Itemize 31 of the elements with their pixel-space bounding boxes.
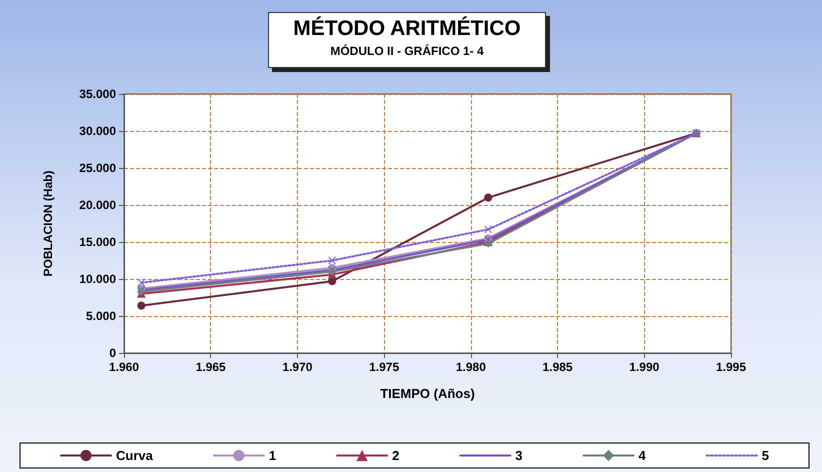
y-tick-label: 35.000: [79, 87, 116, 101]
x-axis-title: TIEMPO (Años): [380, 386, 475, 401]
chart-subtitle: MÓDULO II - GRÁFICO 1- 4: [329, 44, 485, 58]
point: [484, 194, 492, 202]
point: [484, 225, 492, 234]
x-tick-label: 1.990: [629, 360, 660, 374]
x-tick-label: 1.965: [196, 360, 226, 374]
legend-label: 3: [515, 448, 523, 463]
x-tick-label: 1.960: [108, 360, 140, 374]
legend-label: 1: [268, 448, 276, 463]
legend-label: 2: [392, 448, 400, 463]
x-tick-label: 1.985: [542, 360, 573, 374]
x-tick-label: 1.995: [716, 360, 746, 374]
legend-label: 5: [762, 448, 770, 463]
y-tick-label: 15.000: [79, 235, 116, 249]
x-tick-label: 1.970: [282, 360, 313, 374]
y-tick-label: 5.000: [86, 309, 116, 323]
y-axis-title: POBLACION (Hab): [41, 170, 55, 276]
y-tick-label: 30.000: [79, 124, 116, 138]
legend-label: Curva: [116, 448, 154, 463]
point: [137, 278, 146, 287]
chart-title: MÉTODO ARITMÉTICO: [292, 17, 522, 41]
y-tick-label: 0: [109, 346, 116, 360]
x-tick-label: 1.980: [456, 360, 486, 374]
x-tick-label: 1.975: [369, 360, 400, 374]
y-tick-label: 10.000: [79, 272, 116, 286]
y-tick-label: 20.000: [79, 198, 116, 212]
legend-label: 4: [638, 448, 647, 463]
point: [328, 256, 336, 264]
y-tick-label: 25.000: [79, 161, 116, 175]
point: [137, 302, 146, 310]
